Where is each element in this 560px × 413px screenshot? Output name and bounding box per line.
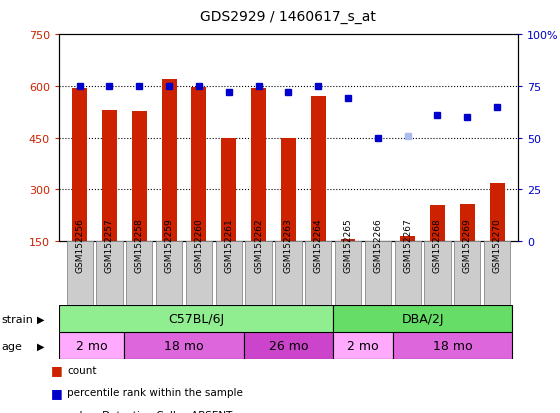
Bar <box>484 242 510 306</box>
Bar <box>460 204 475 242</box>
Bar <box>59 306 333 332</box>
Bar <box>162 80 176 242</box>
Bar <box>430 206 445 242</box>
Bar <box>96 242 123 306</box>
Text: 18 mo: 18 mo <box>432 339 472 352</box>
Bar <box>340 240 356 242</box>
Text: 2 mo: 2 mo <box>347 339 379 352</box>
Bar <box>124 332 244 359</box>
Text: 18 mo: 18 mo <box>164 339 204 352</box>
Text: GSM152268: GSM152268 <box>433 218 442 272</box>
Bar <box>186 242 212 306</box>
Text: GSM152266: GSM152266 <box>374 218 382 272</box>
Text: 2 mo: 2 mo <box>76 339 108 352</box>
Bar <box>333 332 393 359</box>
Text: GSM152260: GSM152260 <box>194 218 203 272</box>
Bar <box>393 332 512 359</box>
Text: GSM152270: GSM152270 <box>493 218 502 272</box>
Bar <box>216 242 242 306</box>
Text: ▶: ▶ <box>36 341 44 351</box>
Text: DBA/2J: DBA/2J <box>402 313 444 325</box>
Bar <box>335 242 361 306</box>
Text: count: count <box>67 365 97 375</box>
Bar <box>489 183 505 242</box>
Bar <box>305 242 332 306</box>
Text: ▶: ▶ <box>36 314 44 324</box>
Text: age: age <box>1 341 22 351</box>
Text: percentile rank within the sample: percentile rank within the sample <box>67 387 243 397</box>
Bar <box>67 242 93 306</box>
Bar <box>132 112 147 242</box>
Bar <box>276 242 301 306</box>
Text: GSM152262: GSM152262 <box>254 218 263 272</box>
Text: GSM152258: GSM152258 <box>135 218 144 272</box>
Bar <box>424 242 451 306</box>
Bar <box>365 242 391 306</box>
Text: ■: ■ <box>50 408 62 413</box>
Bar <box>245 242 272 306</box>
Bar <box>59 332 124 359</box>
Text: GSM152257: GSM152257 <box>105 218 114 272</box>
Text: GDS2929 / 1460617_s_at: GDS2929 / 1460617_s_at <box>200 10 376 24</box>
Text: GSM152265: GSM152265 <box>343 218 353 272</box>
Bar <box>311 96 326 242</box>
Bar <box>395 242 421 306</box>
Bar <box>400 236 415 242</box>
Bar <box>126 242 152 306</box>
Text: GSM152256: GSM152256 <box>75 218 84 272</box>
Text: GSM152269: GSM152269 <box>463 218 472 272</box>
Bar <box>156 242 182 306</box>
Bar <box>333 306 512 332</box>
Text: 26 mo: 26 mo <box>269 339 308 352</box>
Text: GSM152267: GSM152267 <box>403 218 412 272</box>
Bar <box>281 138 296 242</box>
Text: ■: ■ <box>50 386 62 399</box>
Bar <box>72 88 87 242</box>
Text: C57BL/6J: C57BL/6J <box>168 313 224 325</box>
Text: GSM152263: GSM152263 <box>284 218 293 272</box>
Bar <box>192 88 207 242</box>
Text: ■: ■ <box>50 363 62 376</box>
Text: GSM152259: GSM152259 <box>165 218 174 272</box>
Text: GSM152264: GSM152264 <box>314 218 323 272</box>
Text: GSM152261: GSM152261 <box>224 218 234 272</box>
Bar <box>251 88 266 242</box>
Bar <box>221 138 236 242</box>
Bar <box>454 242 480 306</box>
Text: value, Detection Call = ABSENT: value, Detection Call = ABSENT <box>67 410 232 413</box>
Text: strain: strain <box>1 314 33 324</box>
Bar <box>244 332 333 359</box>
Bar <box>102 111 117 242</box>
